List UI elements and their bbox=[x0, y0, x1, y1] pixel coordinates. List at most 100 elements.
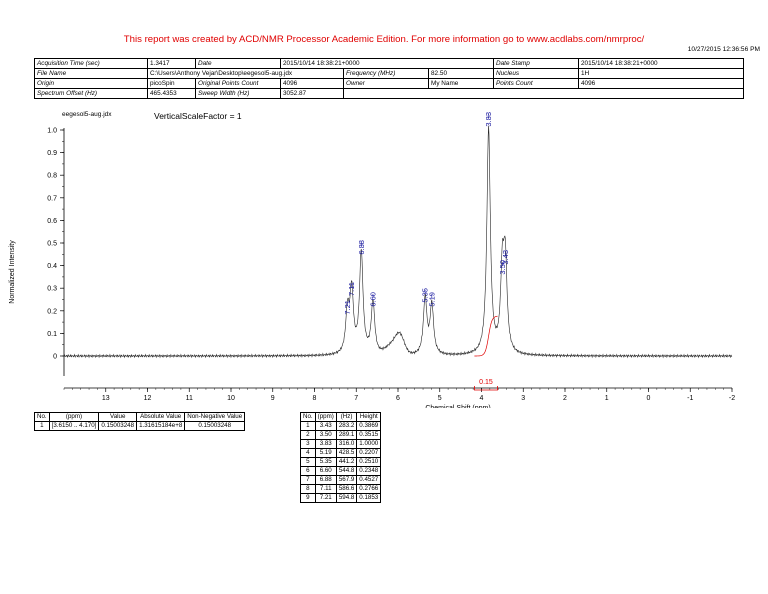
table-header-row: No. (ppm) Value Absolute Value Non-Negative … bbox=[34, 412, 246, 422]
x-tick-label: 10 bbox=[227, 395, 235, 402]
table-row: 2 3.50 289.1 0.3515 bbox=[300, 430, 382, 440]
y-tick-label: 0.7 bbox=[47, 195, 57, 202]
x-tick-label: 7 bbox=[354, 395, 358, 402]
table-cell: 586.6 bbox=[335, 484, 358, 494]
info-value: 4096 bbox=[280, 78, 344, 89]
table-row: 4 5.19 428.5 0.2207 bbox=[300, 448, 382, 458]
column-header: (Hz) bbox=[335, 412, 358, 422]
table-row: 5 5.35 441.2 0.2510 bbox=[300, 457, 382, 467]
table-cell: [3.6150 .. 4.170] bbox=[48, 421, 100, 431]
y-tick-label: 0.5 bbox=[47, 241, 57, 248]
table-cell: 8 bbox=[300, 484, 316, 494]
peak-label: 3.43 bbox=[501, 250, 510, 265]
table-row: 7 6.88 567.9 0.4527 bbox=[300, 475, 382, 485]
x-tick-label: 13 bbox=[102, 395, 110, 402]
integral-curve bbox=[474, 315, 498, 357]
y-tick-label: 0.4 bbox=[47, 263, 57, 270]
info-value: C:\Users\Anthony Vejar\Desktop\eegesol5-… bbox=[147, 68, 344, 79]
table-cell: 5.19 bbox=[314, 448, 337, 458]
x-tick-label: 0 bbox=[647, 395, 651, 402]
table-cell: 3 bbox=[300, 439, 316, 449]
x-tick-label: 4 bbox=[480, 395, 484, 402]
table-cell: 567.9 bbox=[335, 475, 358, 485]
column-header: No. bbox=[300, 412, 316, 422]
table-cell: 7.11 bbox=[314, 484, 337, 494]
chart-curves: 0.15 bbox=[63, 125, 733, 391]
x-tick-label: 1 bbox=[605, 395, 609, 402]
column-header: Non-Negative Value bbox=[184, 412, 246, 422]
info-key: Frequency (MHz) bbox=[343, 68, 429, 79]
info-key: Acquisition Time (sec) bbox=[34, 58, 148, 69]
info-key: Sweep Width (Hz) bbox=[195, 88, 281, 99]
x-tick-label: 12 bbox=[144, 395, 152, 402]
info-value: 3052.87 bbox=[280, 88, 344, 99]
column-header: Value bbox=[98, 412, 138, 422]
x-tick-label: 2 bbox=[563, 395, 567, 402]
peak-label: 7.21 bbox=[343, 300, 352, 315]
y-tick-label: 0.1 bbox=[47, 331, 57, 338]
info-key: Points Count bbox=[493, 78, 579, 89]
table-row: 6 6.60 544.8 0.2348 bbox=[300, 466, 382, 476]
table-cell: 0.15003248 bbox=[184, 421, 246, 431]
table-cell: 1 bbox=[34, 421, 50, 431]
peak-label: 6.60 bbox=[368, 292, 377, 307]
table-cell: 289.1 bbox=[335, 430, 358, 440]
chart-axes: 00.10.20.30.40.50.60.70.80.91.013 12 11 10 9… bbox=[9, 128, 735, 409]
column-header: Absolute Value bbox=[136, 412, 186, 422]
x-axis-label: Chemical Shift (ppm) bbox=[425, 405, 490, 408]
info-value: 465.4353 bbox=[147, 88, 196, 99]
table-cell: 0.3869 bbox=[356, 421, 382, 431]
peak-label: 7.11 bbox=[347, 282, 356, 296]
x-tick-label: 11 bbox=[186, 395, 193, 402]
info-key: Original Points Count bbox=[195, 78, 281, 89]
table-cell: 7.21 bbox=[314, 493, 337, 503]
column-header: (ppm) bbox=[314, 412, 337, 422]
column-header: Height bbox=[356, 412, 382, 422]
info-key: Spectrum Offset (Hz) bbox=[34, 88, 148, 99]
info-row: Acquisition Time (sec) 1.3417 Date 2015/… bbox=[34, 58, 744, 69]
table-cell: 1.0000 bbox=[356, 439, 382, 449]
table-cell: 1.31615184e+8 bbox=[136, 421, 186, 431]
table-cell: 428.5 bbox=[335, 448, 358, 458]
table-row: 8 7.11 586.6 0.2766 bbox=[300, 484, 382, 494]
info-row: Origin picoSpin Original Points Count 40… bbox=[34, 78, 744, 89]
table-cell: 316.0 bbox=[335, 439, 358, 449]
info-key: Owner bbox=[343, 78, 429, 89]
integral-value-label: 0.15 bbox=[479, 379, 493, 386]
table-cell: 9 bbox=[300, 493, 316, 503]
integral-table: No. (ppm) Value Absolute Value Non-Negative … bbox=[34, 412, 246, 431]
info-value: 2015/10/14 18:38:21+0000 bbox=[578, 58, 744, 69]
x-tick-label: -2 bbox=[729, 395, 735, 402]
peak-table: No. (ppm) (Hz) Height 1 3.43 283.2 0.3869 2 3.50 2… bbox=[300, 412, 382, 503]
chart-labels: 3.433.50 3.83 5.195.35 6.60 6.88 7.11 7.21 bbox=[343, 112, 510, 315]
table-cell: 6 bbox=[300, 466, 316, 476]
table-row: 3 3.83 316.0 1.0000 bbox=[300, 439, 382, 449]
table-cell: 3.50 bbox=[314, 430, 337, 440]
column-header: No. bbox=[34, 412, 50, 422]
info-key: Origin bbox=[34, 78, 148, 89]
table-cell: 0.2348 bbox=[356, 466, 382, 476]
table-cell: 0.1853 bbox=[356, 493, 382, 503]
info-value: My Name bbox=[428, 78, 494, 89]
report-timestamp: 10/27/2015 12:36:56 PM bbox=[687, 46, 760, 53]
table-header-row: No. (ppm) (Hz) Height bbox=[300, 412, 382, 422]
info-key: Date Stamp bbox=[493, 58, 579, 69]
column-header: (ppm) bbox=[48, 412, 100, 422]
info-row: File Name C:\Users\Anthony Vejar\Desktop… bbox=[34, 68, 744, 79]
table-cell: 0.2766 bbox=[356, 484, 382, 494]
vertical-scale-note: VerticalScaleFactor = 1 bbox=[154, 111, 242, 121]
y-axis-label: Normalized Intensity bbox=[9, 240, 16, 304]
info-value: 1.3417 bbox=[147, 58, 196, 69]
table-row: 1 3.43 283.2 0.3869 bbox=[300, 421, 382, 431]
table-row: 9 7.21 594.8 0.1853 bbox=[300, 493, 382, 503]
x-tick-label: 3 bbox=[521, 395, 525, 402]
spectrum-line bbox=[63, 125, 733, 359]
y-tick-label: 0.6 bbox=[47, 218, 57, 225]
table-cell: 441.2 bbox=[335, 457, 358, 467]
acquisition-info-table: Acquisition Time (sec) 1.3417 Date 2015/… bbox=[34, 58, 744, 99]
x-tick-label: 6 bbox=[396, 395, 400, 402]
table-cell: 283.2 bbox=[335, 421, 358, 431]
x-tick-label: 9 bbox=[271, 395, 275, 402]
table-cell: 0.4527 bbox=[356, 475, 382, 485]
table-cell: 3.83 bbox=[314, 439, 337, 449]
